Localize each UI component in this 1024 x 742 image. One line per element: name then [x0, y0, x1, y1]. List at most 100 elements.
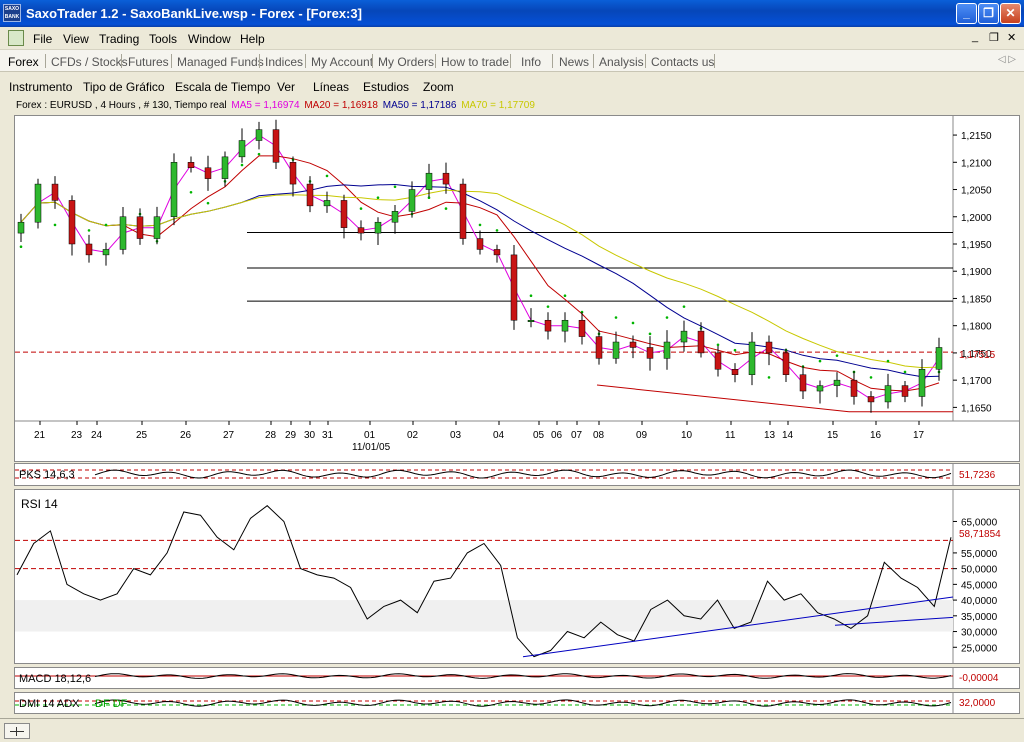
menu-tools[interactable]: Tools: [149, 32, 178, 46]
macd-panel[interactable]: MACD 18,12,6 -0,00004: [14, 667, 1020, 689]
tab-futures[interactable]: Futures: [128, 55, 169, 69]
candle-body: [68, 200, 76, 245]
psar-dot: [325, 174, 329, 178]
legend-ma50: MA50 = 1,17186: [382, 100, 457, 111]
candle-body: [935, 347, 943, 370]
tab-my-orders[interactable]: My Orders: [378, 55, 435, 69]
tab-contacts-us[interactable]: Contacts us: [651, 55, 715, 69]
pks-label: PKS 14,6,3: [19, 469, 75, 481]
price-y-tick: 1,1700: [961, 376, 992, 387]
toolbar-estudios[interactable]: Estudios: [363, 80, 410, 94]
price-x-tick: 17: [913, 430, 925, 441]
candle-body: [510, 254, 518, 321]
macd-value: -0,00004: [959, 673, 999, 684]
tab-news[interactable]: News: [559, 55, 590, 69]
toolbar-escala-tiempo[interactable]: Escala de Tiempo: [175, 80, 271, 94]
candle-body: [425, 172, 433, 190]
psar-dot: [546, 305, 550, 308]
candle-body: [850, 379, 858, 397]
menu-help[interactable]: Help: [240, 32, 265, 46]
candle-body: [527, 319, 535, 322]
price-chart-panel[interactable]: 1,2150 1,2100 1,2050 1,2000 1,1950 1,1900 1,18…: [14, 115, 1020, 462]
price-x-tick: 04: [493, 430, 505, 441]
chart-toolbar: Instrumento Tipo de Gráfico Escala de Ti…: [0, 76, 1024, 98]
rsi-label: RSI 14: [21, 497, 58, 511]
price-x-tick: 30: [304, 430, 316, 441]
psar-dot: [257, 152, 261, 156]
tab-scroll-arrows-icon[interactable]: ◁ ▷: [997, 54, 1016, 65]
candle-body: [884, 385, 892, 403]
psar-dot: [614, 316, 618, 319]
ma5-line: [20, 134, 940, 400]
rsi-y-tick: 30,0000: [961, 628, 998, 639]
candle-body: [323, 200, 331, 207]
horizontal-scrollbar[interactable]: [0, 718, 1024, 742]
tab-indices[interactable]: Indices: [265, 55, 304, 69]
menu-bar: File View Trading Tools Window Help _ ❐ …: [0, 27, 1024, 50]
candle-body: [442, 172, 450, 185]
price-x-tick: 07: [571, 430, 583, 441]
psar-dot: [818, 359, 822, 363]
price-x-tick: 27: [223, 430, 235, 441]
tab-my-account[interactable]: My Account: [311, 55, 374, 69]
chart-legend: Forex : EURUSD , 4 Hours , # 130, Tiempo…: [16, 100, 537, 114]
mdi-restore-icon[interactable]: ❐: [989, 32, 999, 44]
psar-dot: [733, 348, 737, 352]
menu-window[interactable]: Window: [188, 32, 231, 46]
tab-forex[interactable]: Forex: [8, 55, 39, 69]
menu-file[interactable]: File: [33, 32, 53, 46]
legend-ma20: MA20 = 1,16918: [304, 100, 378, 111]
candle-body: [493, 249, 501, 256]
price-x-tick: 26: [180, 430, 192, 441]
dmi-label: DMI 14 ADX: [19, 698, 80, 710]
price-x-tick: 24: [91, 430, 103, 441]
dmi-value: 32,0000: [959, 698, 996, 709]
psar-dot: [682, 305, 686, 308]
menu-view[interactable]: View: [63, 32, 89, 46]
toolbar-instrumento[interactable]: Instrumento: [9, 80, 73, 94]
psar-dot: [529, 294, 533, 298]
price-chart: 1,2150 1,2100 1,2050 1,2000 1,1950 1,1900 1,18…: [15, 116, 1019, 453]
toolbar-lineas[interactable]: Líneas: [313, 80, 350, 94]
close-button[interactable]: ✕: [1000, 3, 1021, 24]
tab-managed-funds[interactable]: Managed Funds: [177, 55, 264, 69]
mdi-close-icon[interactable]: ✕: [1007, 32, 1017, 44]
rsi-y-tick: 45,0000: [961, 580, 998, 591]
psar-dot: [767, 376, 771, 379]
candle-body: [833, 379, 841, 386]
chart-window-icon[interactable]: [8, 30, 24, 46]
maximize-button[interactable]: ❐: [978, 3, 999, 24]
toolbar-ver[interactable]: Ver: [277, 80, 296, 94]
minimize-button[interactable]: _: [956, 3, 977, 24]
candle-body: [697, 330, 705, 354]
saxo-app-icon[interactable]: SAXO BANK: [3, 4, 21, 22]
rsi-trendline[interactable]: [834, 616, 954, 626]
support-trendline[interactable]: [596, 384, 850, 413]
candle-body: [340, 200, 348, 228]
candle-body: [782, 352, 790, 375]
zoom-handle-icon[interactable]: [4, 723, 30, 739]
price-x-tick: 16: [870, 430, 882, 441]
pks-panel[interactable]: PKS 14,6,3 51,7236: [14, 463, 1020, 486]
price-x-tick: 05: [533, 430, 545, 441]
tab-cfds-stocks[interactable]: CFDs / Stocks: [51, 55, 128, 69]
candle-body: [663, 341, 671, 359]
mdi-minimize-icon[interactable]: _: [972, 31, 979, 43]
candle-body: [102, 249, 110, 256]
toolbar-zoom[interactable]: Zoom: [423, 80, 454, 94]
psar-dot: [869, 376, 873, 379]
rsi-panel[interactable]: 65,0000 55,0000 50,0000 45,0000 40,0000 35,00…: [14, 489, 1020, 664]
candle-body: [595, 336, 603, 359]
rsi-trendline[interactable]: [522, 596, 954, 658]
toolbar-tipo-grafico[interactable]: Tipo de Gráfico: [83, 80, 165, 94]
tab-how-to-trade[interactable]: How to trade: [441, 55, 510, 69]
current-price-label: 1,17515: [959, 350, 996, 361]
candle-body: [799, 374, 807, 392]
dmi-panel[interactable]: DMI 14 ADX DF DF 32,0000: [14, 692, 1020, 714]
menu-trading[interactable]: Trading: [99, 32, 140, 46]
tab-analysis[interactable]: Analysis: [599, 55, 644, 69]
candle-body: [544, 319, 552, 332]
price-x-tick: 25: [136, 430, 148, 441]
tab-info[interactable]: Info: [521, 55, 542, 69]
psar-dot: [648, 332, 652, 336]
